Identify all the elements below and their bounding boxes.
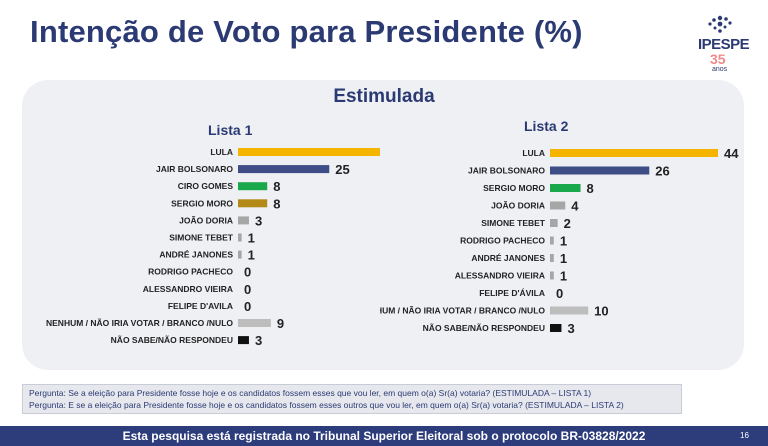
value-label-andre-janones: 1 — [560, 251, 567, 266]
bar-sergio-moro — [550, 184, 581, 192]
list-2-bar-chart: LULA 44 JAIR BOLSONARO 26 SERGIO MORO 8 JOÃO D… — [380, 140, 768, 360]
category-label-alessandro-vieira: ALESSANDRO VIEIRA — [455, 271, 545, 281]
bar-jair-bolsonaro — [238, 165, 330, 174]
category-label-joao-doria: JOÃO DORIA — [179, 215, 233, 225]
bar-nao-sabe-nao-respondeu — [550, 324, 562, 332]
logo-dots-icon — [708, 15, 732, 33]
category-label-nao-sabe-nao-respondeu: NÃO SABE/NÃO RESPONDEU — [423, 323, 545, 333]
bar-nenhum-nao-iria-votar-branco-nulo — [238, 319, 271, 327]
category-label-andre-janones: ANDRÉ JANONES — [159, 250, 233, 260]
footer-banner: Esta pesquisa está registrada no Tribuna… — [0, 426, 768, 446]
ipespe-logo: IPESPE 35 anos — [698, 14, 750, 74]
value-label-jair-bolsonaro: 26 — [655, 164, 669, 179]
value-label-joao-doria: 3 — [255, 213, 262, 228]
question-line-2: Pergunta: E se a eleição para Presidente… — [29, 400, 624, 410]
category-label-alessandro-vieira: ALESSANDRO VIEIRA — [143, 284, 233, 294]
category-label-sergio-moro: SERGIO MORO — [483, 183, 545, 193]
bar-simone-tebet — [550, 219, 558, 227]
bar-lula — [238, 148, 380, 156]
category-label-ciro-gomes: CIRO GOMES — [178, 181, 234, 191]
bar-andre-janones — [550, 254, 554, 262]
value-label-sergio-moro: 8 — [273, 196, 280, 211]
category-label-nenhum-nao-iria-votar-branco-nulo: NENHUM / NÃO IRIA VOTAR / BRANCO /NULO — [380, 306, 545, 316]
bar-nenhum-nao-iria-votar-branco-nulo — [550, 306, 589, 315]
value-label-nenhum-nao-iria-votar-branco-nulo: 10 — [594, 304, 608, 319]
bar-alessandro-vieira — [550, 271, 554, 280]
question-box: Pergunta: Se a eleição para Presidente f… — [22, 384, 682, 414]
category-label-nao-sabe-nao-respondeu: NÃO SABE/NÃO RESPONDEU — [111, 335, 233, 345]
category-label-felipe-d-avila: FELIPE D'AVILA — [168, 301, 233, 311]
bar-sergio-moro — [238, 199, 268, 208]
category-label-lula: LULA — [210, 147, 233, 157]
chart-subtitle: Estimulada — [333, 86, 435, 107]
category-label-rodrigo-pacheco: RODRIGO PACHECO — [148, 267, 233, 277]
list-2-title: Lista 2 — [524, 118, 569, 134]
category-label-jair-bolsonaro: JAIR BOLSONARO — [468, 166, 545, 176]
value-label-simone-tebet: 1 — [248, 231, 255, 246]
value-label-nao-sabe-nao-respondeu: 3 — [255, 333, 262, 348]
value-label-ciro-gomes: 8 — [273, 179, 280, 194]
value-label-rodrigo-pacheco: 0 — [244, 265, 251, 280]
bar-joao-doria — [550, 201, 566, 210]
logo-anos: anos — [712, 66, 728, 73]
value-label-jair-bolsonaro: 25 — [335, 162, 349, 177]
value-label-nenhum-nao-iria-votar-branco-nulo: 9 — [277, 316, 284, 331]
category-label-jair-bolsonaro: JAIR BOLSONARO — [156, 164, 233, 174]
value-label-nao-sabe-nao-respondeu: 3 — [567, 321, 574, 336]
category-label-simone-tebet: SIMONE TEBET — [169, 233, 234, 243]
bar-simone-tebet — [238, 233, 242, 242]
value-label-alessandro-vieira: 0 — [244, 282, 251, 297]
bar-lula — [550, 149, 718, 157]
bar-jair-bolsonaro — [550, 166, 650, 175]
value-label-lula: 44 — [724, 146, 739, 161]
value-label-andre-janones: 1 — [248, 248, 255, 263]
value-label-joao-doria: 4 — [571, 199, 579, 214]
value-label-felipe-d-avila: 0 — [244, 299, 251, 314]
bar-rodrigo-pacheco — [550, 236, 554, 245]
value-label-sergio-moro: 8 — [587, 181, 594, 196]
page-number: 16 — [740, 431, 749, 440]
bar-nao-sabe-nao-respondeu — [238, 336, 249, 345]
logo-years: 35 — [710, 51, 726, 67]
list-2-svg: LULA 44 JAIR BOLSONARO 26 SERGIO MORO 8 JOÃO D… — [380, 146, 739, 336]
page-title: Intenção de Voto para Presidente (%) — [30, 14, 583, 49]
category-label-sergio-moro: SERGIO MORO — [171, 198, 233, 208]
category-label-lula: LULA — [522, 148, 545, 158]
question-line-1: Pergunta: Se a eleição para Presidente f… — [29, 388, 592, 398]
value-label-felipe-d-avila: 0 — [556, 286, 563, 301]
bar-ciro-gomes — [238, 182, 268, 191]
category-label-joao-doria: JOÃO DORIA — [491, 201, 545, 211]
list-1-title: Lista 1 — [208, 122, 253, 138]
bar-joao-doria — [238, 216, 249, 225]
chart-panel — [22, 80, 744, 370]
category-label-andre-janones: ANDRÉ JANONES — [471, 253, 545, 263]
category-label-simone-tebet: SIMONE TEBET — [481, 218, 546, 228]
category-label-rodrigo-pacheco: RODRIGO PACHECO — [460, 236, 545, 246]
category-label-nenhum-nao-iria-votar-branco-nulo: NENHUM / NÃO IRIA VOTAR / BRANCO /NULO — [46, 318, 233, 328]
bar-andre-janones — [238, 250, 242, 259]
value-label-rodrigo-pacheco: 1 — [560, 234, 567, 249]
category-label-felipe-d-avila: FELIPE D'ÁVILA — [479, 288, 545, 298]
value-label-alessandro-vieira: 1 — [560, 269, 567, 284]
logo-brand: IPESPE — [698, 36, 750, 53]
value-label-simone-tebet: 2 — [564, 216, 571, 231]
